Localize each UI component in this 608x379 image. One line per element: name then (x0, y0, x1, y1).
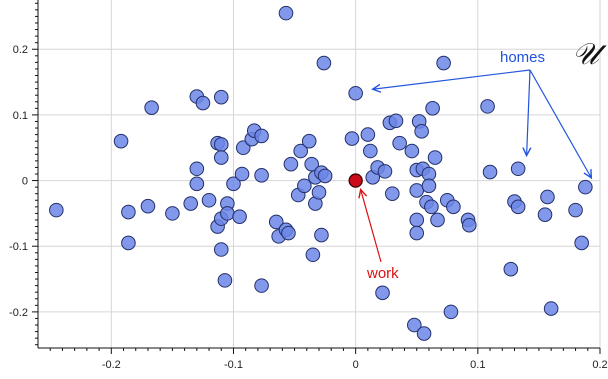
y-tick-label: -0.1 (9, 241, 28, 253)
homes-arrow (529, 69, 591, 178)
home-point (510, 199, 526, 215)
home-point (217, 273, 233, 288)
home-point (226, 176, 241, 192)
home-point (49, 202, 64, 218)
home-point (113, 133, 129, 149)
home-point (189, 176, 205, 192)
home-point (293, 143, 308, 159)
home-point (540, 189, 555, 205)
y-tick-label: 0.1 (13, 110, 28, 122)
home-point (165, 206, 180, 221)
home-point (363, 143, 378, 159)
home-point (404, 143, 420, 159)
home-point (388, 113, 404, 129)
home-point (301, 133, 317, 149)
home-point (375, 285, 390, 301)
home-point (436, 55, 451, 71)
home-point (443, 304, 459, 320)
home-point (314, 227, 329, 243)
home-point (574, 235, 589, 251)
home-point (213, 137, 229, 152)
home-point (414, 124, 429, 139)
x-tick-label: -0.2 (102, 359, 121, 371)
y-tick-label: -0.2 (9, 307, 28, 319)
homes-arrow (373, 69, 531, 89)
work-point (348, 173, 363, 188)
home-points (49, 5, 593, 341)
home-point (140, 198, 156, 214)
homes-label: homes (500, 49, 545, 66)
home-point (543, 301, 559, 316)
home-point (232, 209, 247, 224)
home-point (183, 196, 199, 211)
tick-labels: -0.2 -0.1 0 0.1 0.2 -0.2 -0.1 0 0.1 0.2 (9, 44, 608, 371)
home-point (537, 207, 553, 223)
annotations: homes 𝒰 work (361, 37, 607, 282)
set-symbol: 𝒰 (572, 37, 607, 72)
homes-arrow (527, 69, 530, 156)
home-point (510, 161, 526, 177)
home-point (377, 164, 393, 179)
home-point (416, 326, 432, 341)
y-tick-label: 0.2 (13, 44, 28, 56)
home-point (297, 178, 312, 194)
home-point (311, 185, 327, 200)
x-tick-label: 0.1 (470, 359, 485, 371)
home-point (281, 225, 296, 241)
home-point (254, 128, 269, 144)
y-tick-label: 0 (22, 176, 28, 188)
work-point-group (348, 173, 363, 188)
home-point (409, 212, 425, 228)
x-tick-label: 0.2 (592, 359, 607, 371)
home-point (254, 168, 269, 183)
home-point (189, 161, 205, 177)
home-point (482, 164, 498, 180)
home-point (268, 214, 284, 230)
home-point (316, 55, 332, 71)
home-point (317, 168, 333, 184)
home-point (304, 156, 319, 172)
x-tick-label: 0 (353, 359, 359, 371)
home-point (144, 100, 159, 115)
home-point (461, 217, 477, 233)
home-point (213, 89, 229, 105)
home-point (409, 225, 425, 241)
home-point (213, 242, 229, 257)
work-label: work (366, 265, 399, 282)
home-point (213, 150, 229, 165)
home-point (254, 278, 269, 293)
home-point (278, 5, 294, 21)
home-point (421, 178, 437, 194)
home-point (360, 127, 376, 142)
home-point (195, 95, 211, 111)
home-point (220, 206, 235, 221)
home-point (344, 131, 360, 146)
home-point (385, 186, 400, 201)
home-point (406, 317, 422, 333)
home-point (503, 261, 519, 277)
home-point (568, 202, 583, 218)
home-point (121, 235, 136, 251)
home-point (409, 183, 425, 198)
home-point (430, 212, 445, 228)
home-point (427, 150, 443, 165)
home-point (283, 156, 299, 172)
home-point (234, 166, 250, 182)
home-point (425, 101, 440, 116)
home-point (446, 199, 461, 215)
home-point (121, 204, 136, 220)
axes (32, 0, 601, 354)
home-point (392, 135, 407, 151)
home-point (424, 199, 439, 215)
home-point (201, 192, 217, 208)
home-point (305, 247, 321, 263)
work-arrow (361, 190, 382, 263)
home-point (348, 85, 363, 101)
home-point (578, 179, 593, 195)
x-tick-label: -0.1 (224, 359, 243, 371)
home-point (480, 99, 495, 114)
